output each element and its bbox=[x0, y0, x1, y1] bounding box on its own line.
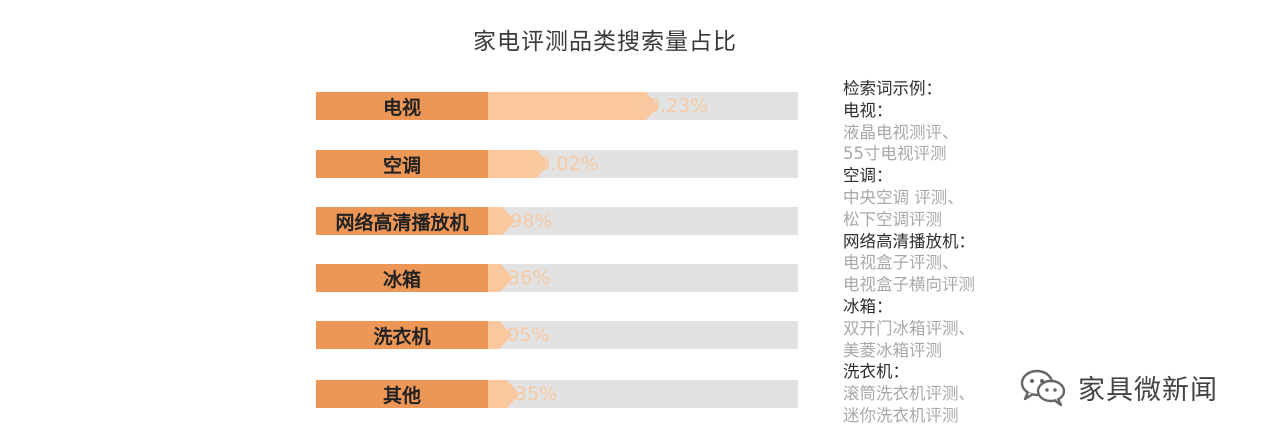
category-label: 冰箱 bbox=[316, 264, 488, 292]
example-group-name: 冰箱： bbox=[843, 296, 893, 316]
example-term: 迷你洗衣机评测 bbox=[843, 405, 959, 425]
search-term-examples: 检索词示例： 电视： 液晶电视测评、 55寸电视评测 空调： 中央空调 评测、 … bbox=[843, 78, 1023, 427]
example-group-name: 电视： bbox=[843, 100, 893, 120]
example-term: 电视盒子横向评测 bbox=[843, 275, 975, 295]
example-group: 冰箱： 双开门冰箱评测、 美菱冰箱评测 bbox=[843, 296, 1023, 361]
bar-row: 空调 18.02% bbox=[316, 150, 798, 178]
example-term: 液晶电视测评、 bbox=[843, 122, 959, 142]
example-term: 美菱冰箱评测 bbox=[843, 340, 942, 360]
example-group: 网络高清播放机： 电视盒子评测、 电视盒子横向评测 bbox=[843, 231, 1023, 296]
watermark-text: 家具微新闻 bbox=[1078, 374, 1218, 406]
chart-title: 家电评测品类搜索量占比 bbox=[473, 29, 737, 55]
example-group: 空调： 中央空调 评测、 松下空调评测 bbox=[843, 165, 1023, 230]
value-label: 7.05% bbox=[488, 324, 550, 346]
examples-heading: 检索词示例： bbox=[843, 79, 942, 98]
example-term: 松下空调评测 bbox=[843, 209, 942, 229]
category-label: 其他 bbox=[316, 380, 488, 408]
value-label: 7.36% bbox=[490, 267, 551, 289]
example-group-name: 空调： bbox=[843, 166, 893, 186]
example-term: 电视盒子评测、 bbox=[843, 253, 959, 273]
wechat-icon bbox=[1020, 369, 1066, 407]
example-group: 洗衣机： 滚筒洗衣机评测、 迷你洗衣机评测 bbox=[843, 361, 1023, 426]
example-group: 电视： 液晶电视测评、 55寸电视评测 bbox=[843, 100, 1023, 165]
example-group-name: 网络高清播放机： bbox=[843, 231, 975, 251]
example-term: 中央空调 评测、 bbox=[843, 187, 964, 207]
example-term: 55寸电视评测 bbox=[843, 144, 947, 164]
category-label: 网络高清播放机 bbox=[316, 207, 488, 235]
value-label: 50.23% bbox=[635, 95, 709, 117]
category-label: 洗衣机 bbox=[316, 321, 488, 349]
example-term: 双开门冰箱评测、 bbox=[843, 318, 975, 338]
category-label: 电视 bbox=[316, 92, 488, 120]
bar-row: 洗衣机 7.05% bbox=[316, 321, 798, 349]
example-group-name: 洗衣机： bbox=[843, 362, 909, 382]
bar-row: 网络高清播放机 7.98% bbox=[316, 207, 798, 235]
bar-row: 电视 50.23% bbox=[316, 92, 798, 120]
value-label: 18.02% bbox=[526, 153, 599, 175]
value-label: 9.35% bbox=[496, 383, 558, 405]
bar-row: 冰箱 7.36% bbox=[316, 264, 798, 292]
category-label: 空调 bbox=[316, 150, 488, 178]
bar-row: 其他 9.35% bbox=[316, 380, 798, 408]
example-term: 滚筒洗衣机评测、 bbox=[843, 384, 975, 404]
value-label: 7.98% bbox=[492, 210, 553, 232]
watermark: 家具微新闻 bbox=[1018, 365, 1218, 409]
